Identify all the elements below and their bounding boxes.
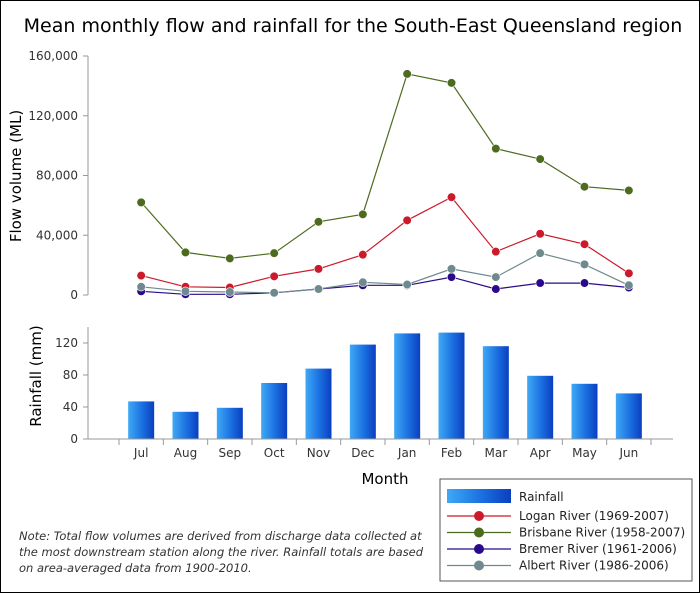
flow-data-point bbox=[358, 277, 368, 287]
rainfall-bars bbox=[128, 332, 642, 439]
flow-data-point bbox=[402, 69, 412, 79]
rainfall-axes: 0 40 80 120 bbox=[55, 327, 89, 446]
x-tick-label: Jul bbox=[133, 446, 148, 460]
x-tick-label: Mar bbox=[485, 446, 508, 460]
flow-data-point bbox=[358, 209, 368, 219]
flow-data-point bbox=[136, 282, 146, 292]
x-tick-label: Jun bbox=[618, 446, 638, 460]
flow-axes: 0 40,000 80,000 120,000 160,000 bbox=[28, 49, 89, 302]
flow-data-point bbox=[624, 185, 634, 196]
flow-series-group bbox=[136, 69, 634, 299]
flow-y-tick-label: 160,000 bbox=[28, 49, 78, 63]
x-axis-label: Month bbox=[361, 470, 408, 488]
rainfall-bar bbox=[349, 344, 376, 439]
flow-data-point bbox=[313, 264, 324, 274]
x-tick-label: Oct bbox=[264, 446, 285, 460]
flow-data-point bbox=[136, 270, 146, 281]
legend-swatch-marker bbox=[474, 544, 484, 554]
flow-data-point bbox=[624, 268, 634, 278]
flow-data-point bbox=[491, 272, 501, 282]
rainfall-bar bbox=[394, 333, 421, 439]
flow-data-point bbox=[446, 264, 457, 274]
legend-label: Brisbane River (1958-2007) bbox=[519, 526, 685, 540]
legend-label: Logan River (1969-2007) bbox=[519, 509, 669, 523]
x-tick-label: Sep bbox=[219, 446, 242, 460]
rainfall-bar bbox=[305, 368, 332, 439]
x-tick-label: Dec bbox=[351, 446, 374, 460]
rainfall-y-tick-label: 40 bbox=[63, 400, 78, 414]
flow-data-point bbox=[446, 78, 457, 88]
rainfall-bar bbox=[261, 383, 288, 439]
rainfall-bar bbox=[527, 375, 554, 439]
flow-data-point bbox=[313, 217, 324, 227]
rainfall-bar bbox=[438, 332, 465, 439]
flow-data-point bbox=[446, 192, 457, 202]
footnote: Note: Total flow volumes are derived fro… bbox=[19, 529, 424, 575]
x-tick-label: Nov bbox=[307, 446, 330, 460]
rainfall-y-tick-label: 120 bbox=[55, 336, 78, 350]
flow-y-axis-label: Flow volume (ML) bbox=[7, 110, 25, 242]
x-tick-label: Aug bbox=[174, 446, 197, 460]
flow-data-point bbox=[358, 250, 368, 260]
flow-data-point bbox=[313, 284, 324, 294]
chart-title: Mean monthly flow and rainfall for the S… bbox=[24, 15, 683, 37]
flow-data-point bbox=[269, 271, 279, 281]
flow-y-tick-label: 80,000 bbox=[36, 169, 78, 183]
flow-data-point bbox=[402, 279, 412, 290]
x-axis: Jul Aug Sep Oct Nov Dec Jan Feb Mar Apr May Jun bbox=[88, 438, 673, 460]
rainfall-bar bbox=[482, 346, 509, 439]
x-tick-label: Jan bbox=[397, 446, 417, 460]
flow-data-point bbox=[269, 248, 279, 258]
flow-series-line bbox=[141, 276, 629, 295]
flow-data-point bbox=[180, 247, 191, 258]
flow-data-point bbox=[579, 278, 590, 288]
rainfall-y-tick-label: 80 bbox=[63, 368, 78, 382]
flow-series-line bbox=[141, 196, 630, 289]
legend-swatch-rainfall bbox=[447, 489, 511, 503]
flow-y-tick-label: 40,000 bbox=[36, 228, 78, 242]
flow-data-point bbox=[535, 278, 545, 288]
flow-data-point bbox=[579, 182, 590, 192]
legend-label: Bremer River (1961-2006) bbox=[519, 542, 677, 556]
legend-label: Albert River (1986-2006) bbox=[519, 559, 669, 573]
rainfall-bar bbox=[571, 383, 598, 439]
flow-data-point bbox=[446, 272, 457, 282]
rainfall-bar bbox=[216, 407, 243, 439]
rainfall-bar bbox=[615, 393, 642, 439]
flow-data-point bbox=[535, 229, 545, 239]
flow-data-point bbox=[491, 247, 501, 257]
flow-data-point bbox=[225, 287, 235, 297]
legend-swatch-marker bbox=[474, 511, 484, 521]
legend-label-rainfall: Rainfall bbox=[519, 490, 564, 504]
flow-data-point bbox=[579, 259, 590, 269]
flow-data-point bbox=[136, 197, 146, 207]
x-tick-label: Apr bbox=[530, 446, 551, 460]
flow-data-point bbox=[491, 284, 501, 294]
x-tick-label: Feb bbox=[441, 446, 462, 460]
legend-swatch-marker bbox=[474, 527, 484, 538]
flow-data-point bbox=[624, 280, 634, 290]
rainfall-y-axis-label: Rainfall (mm) bbox=[27, 325, 45, 426]
x-tick-label: May bbox=[572, 446, 597, 460]
flow-data-point bbox=[225, 253, 235, 264]
flow-data-point bbox=[180, 286, 191, 296]
flow-data-point bbox=[535, 154, 545, 164]
rainfall-bar bbox=[128, 401, 155, 439]
flow-data-point bbox=[535, 248, 545, 258]
rainfall-y-tick-label: 0 bbox=[70, 432, 78, 446]
flow-data-point bbox=[579, 239, 590, 249]
flow-data-point bbox=[269, 288, 279, 298]
flow-data-point bbox=[491, 144, 501, 154]
legend-swatch-marker bbox=[474, 560, 484, 571]
flow-series-line bbox=[140, 73, 629, 260]
flow-y-tick-label: 120,000 bbox=[28, 109, 78, 123]
flow-data-point bbox=[402, 215, 412, 225]
flow-y-tick-label: 0 bbox=[70, 288, 78, 302]
legend: Rainfall Logan River (1969-2007) Brisbane … bbox=[439, 478, 693, 582]
flow-series-line bbox=[141, 252, 630, 294]
rainfall-bar bbox=[172, 411, 199, 439]
